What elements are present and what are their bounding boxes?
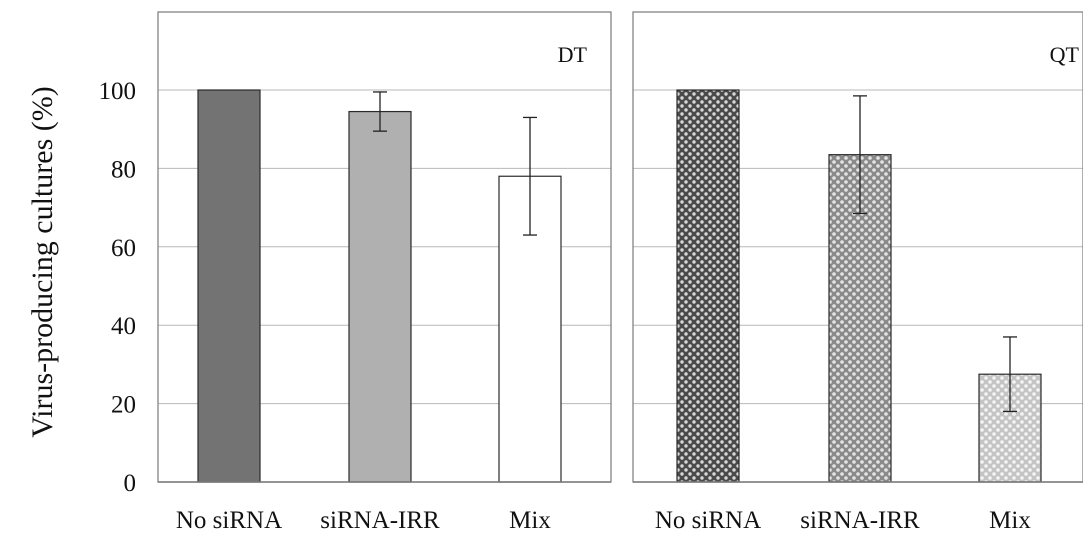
x-category-label: No siRNA <box>176 507 282 534</box>
y-tick-label: 80 <box>111 156 136 183</box>
panel-label-qt: QT <box>1050 42 1080 67</box>
x-category-label: Mix <box>509 507 551 534</box>
x-category-label: siRNA-IRR <box>320 507 440 534</box>
x-category-label: Mix <box>989 507 1031 534</box>
x-category-label: No siRNA <box>655 507 761 534</box>
y-tick-label: 20 <box>111 392 136 419</box>
bar-sirna-irr <box>348 110 412 483</box>
y-tick-label: 0 <box>124 470 137 497</box>
y-tick-label: 40 <box>111 313 136 340</box>
y-tick-label: 100 <box>99 78 137 105</box>
bar-no-sirna <box>676 89 740 483</box>
panel-label-dt: DT <box>558 42 588 67</box>
x-category-label: siRNA-IRR <box>800 507 920 534</box>
y-axis-title: Virus-producing cultures (%) <box>26 86 59 437</box>
bar-no-sirna <box>197 89 261 483</box>
y-tick-label: 60 <box>111 235 136 262</box>
